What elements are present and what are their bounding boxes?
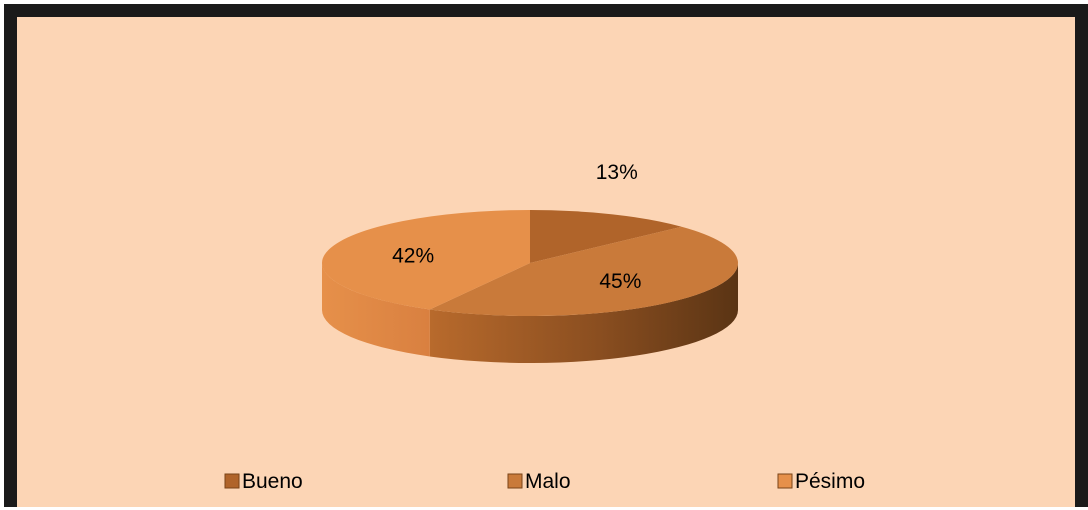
- pie-tops: [322, 210, 738, 316]
- legend-label-pésimo: Pésimo: [795, 470, 865, 493]
- data-label-malo: 45%: [599, 270, 641, 293]
- pie-slice-bueno[interactable]: [530, 210, 682, 263]
- legend-swatch-pésimo: [777, 473, 793, 489]
- pie-slice-malo[interactable]: [429, 226, 738, 316]
- legend: Bueno Malo Pésimo: [224, 470, 865, 493]
- pie-side-malo: [429, 263, 738, 363]
- legend-swatch-malo: [507, 473, 523, 489]
- pie-chart: 13% 45% 42% Bueno Malo Pésimo: [224, 161, 865, 493]
- pie-slice-pésimo[interactable]: [322, 210, 530, 310]
- legend-swatch-bueno: [224, 473, 240, 489]
- pie-sides: [322, 263, 738, 363]
- data-label-pésimo: 42%: [392, 244, 434, 267]
- data-labels: 13% 45% 42%: [392, 161, 641, 293]
- chart-frame: 13% 45% 42% Bueno Malo Pésimo: [4, 4, 1088, 507]
- chart-area: 13% 45% 42% Bueno Malo Pésimo: [14, 14, 1078, 507]
- pie-side-pésimo: [322, 263, 430, 357]
- legend-label-bueno: Bueno: [242, 470, 303, 493]
- data-label-bueno: 13%: [596, 161, 638, 184]
- legend-label-malo: Malo: [525, 470, 571, 493]
